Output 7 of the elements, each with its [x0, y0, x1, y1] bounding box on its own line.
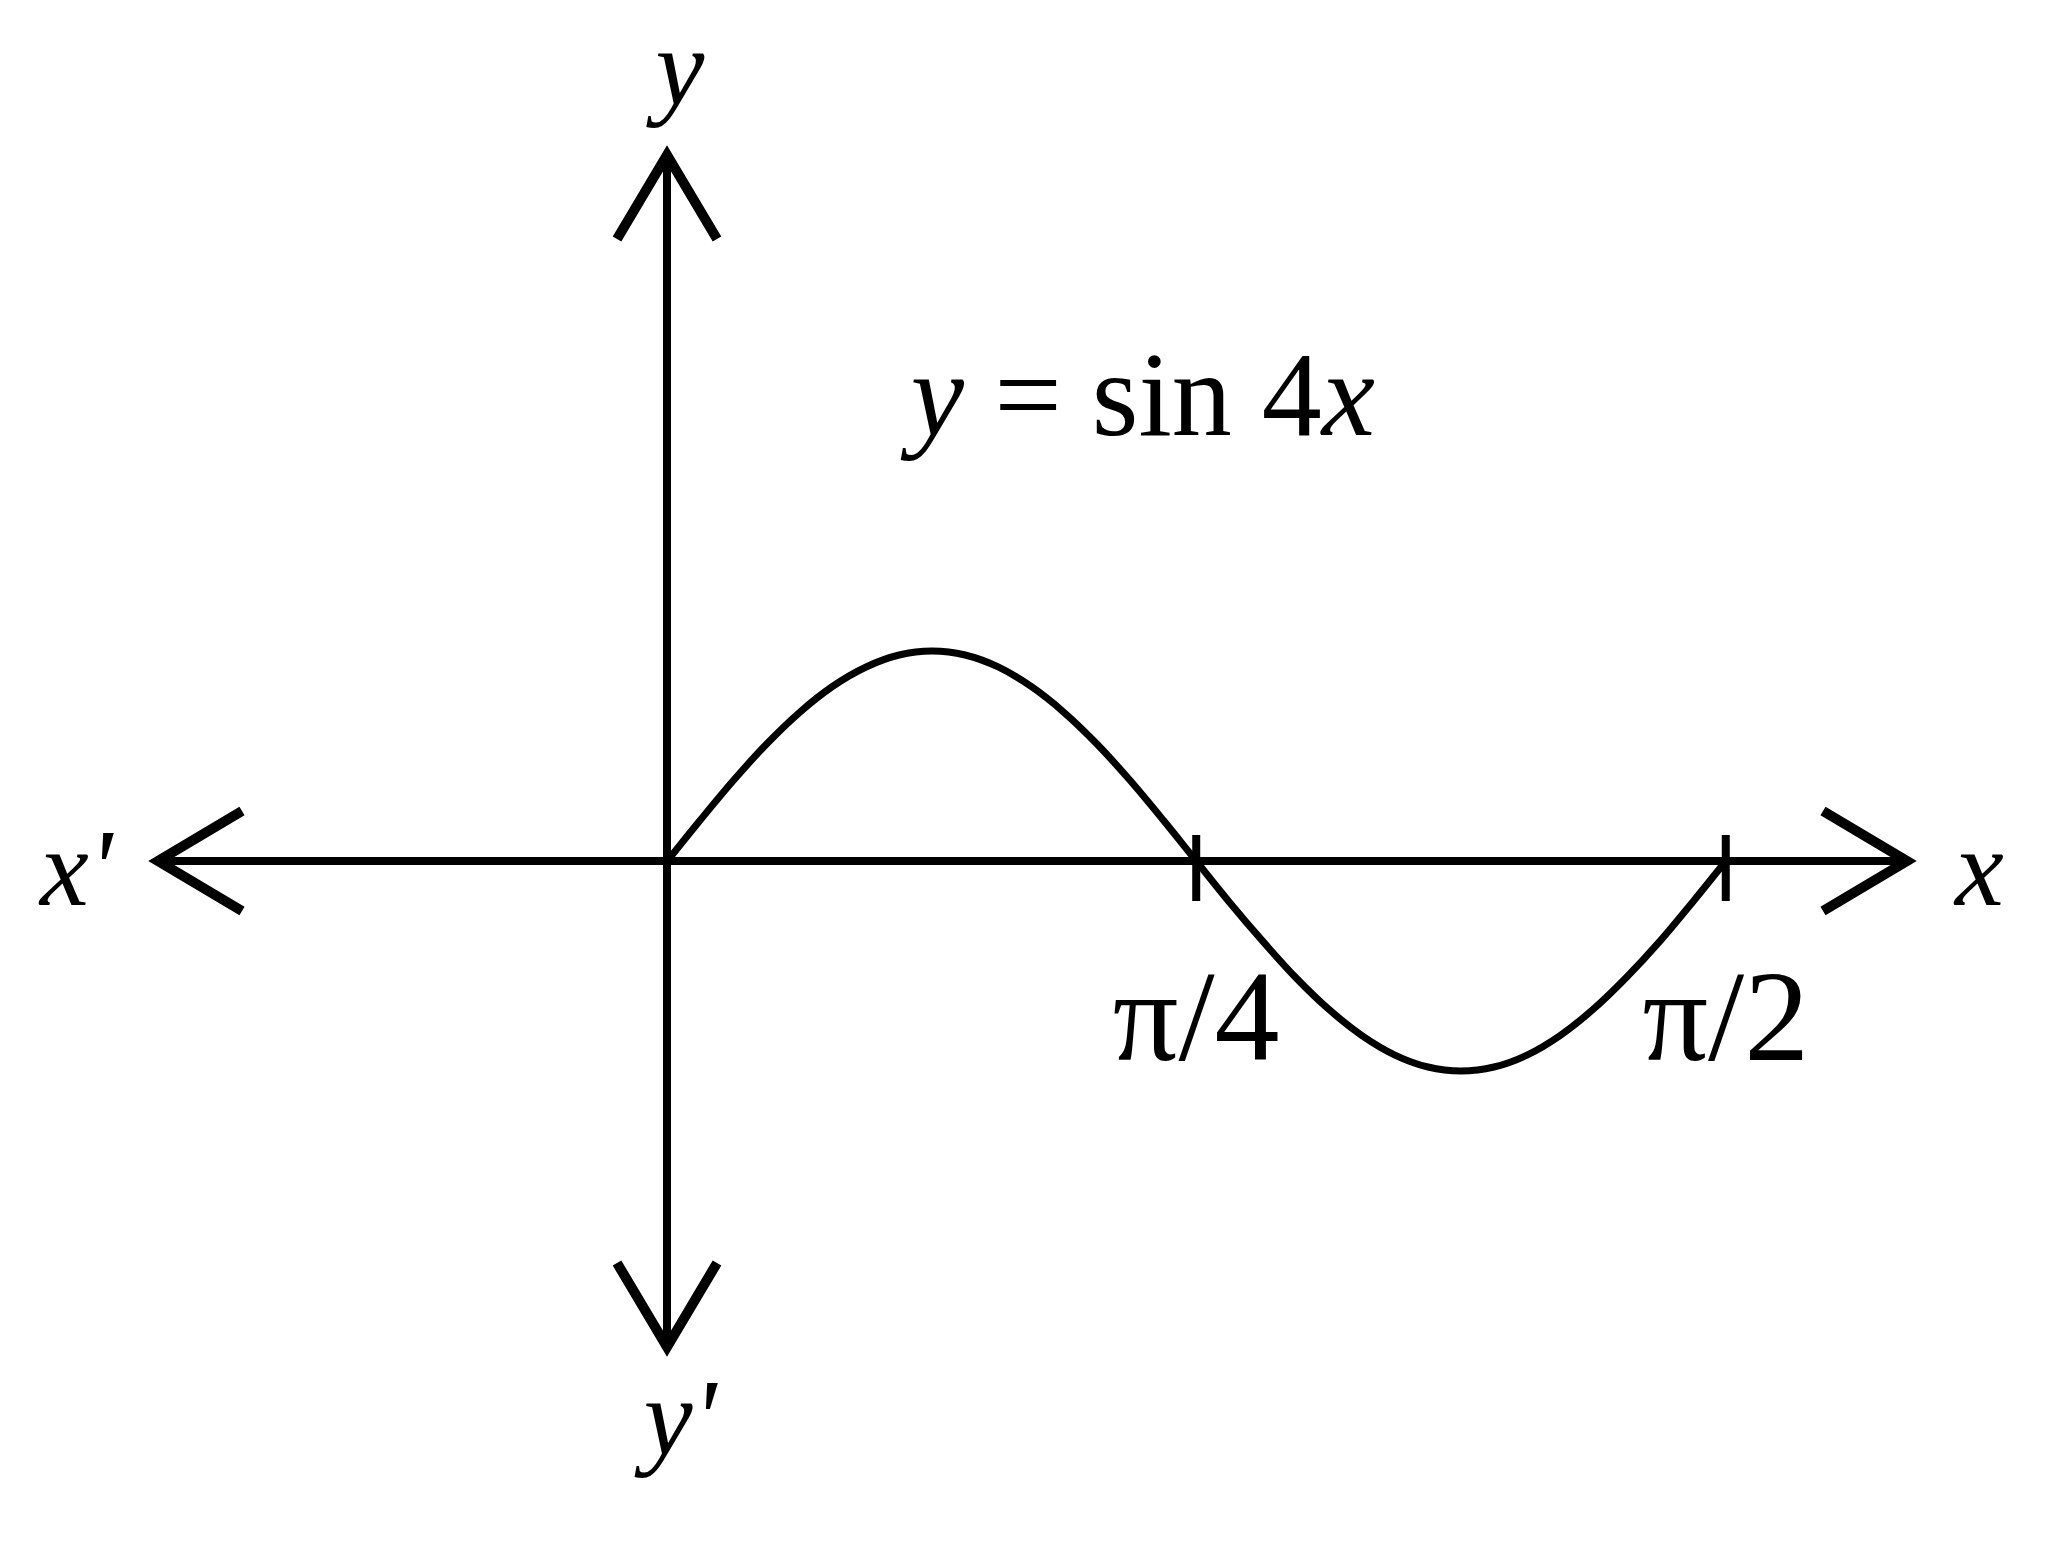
x-tick-label: π/4 [1112, 944, 1280, 1088]
text: x' [38, 807, 115, 929]
x-axis-title: x [1953, 807, 2004, 929]
text: y' [633, 1357, 719, 1479]
series-label: y = sin 4x [899, 328, 1376, 461]
x-tick-label: π/2 [1642, 944, 1810, 1088]
y-axis-title: y [645, 7, 705, 129]
